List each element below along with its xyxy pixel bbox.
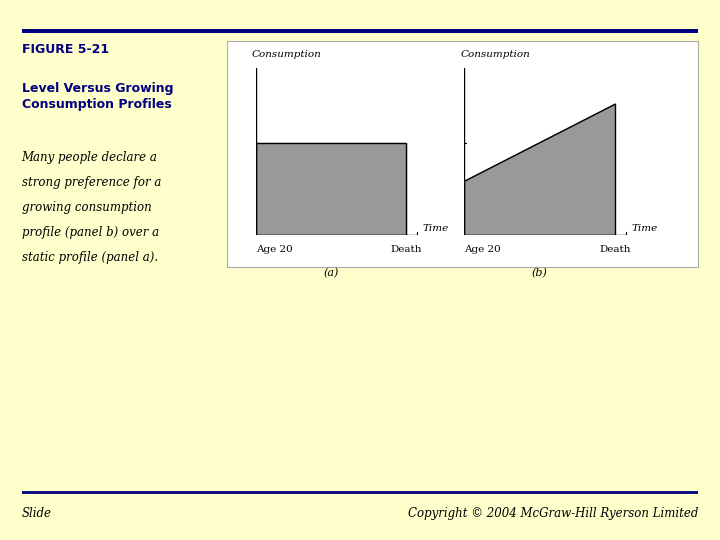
Text: Death: Death	[599, 245, 631, 254]
Text: Many people declare a: Many people declare a	[22, 151, 158, 164]
Text: static profile (panel a).: static profile (panel a).	[22, 251, 158, 264]
Polygon shape	[464, 104, 615, 235]
Text: Time: Time	[423, 224, 449, 233]
Text: Time: Time	[631, 224, 658, 233]
Text: Consumption: Consumption	[252, 50, 322, 59]
Text: Slide: Slide	[22, 507, 52, 521]
Text: Consumption: Consumption	[461, 50, 531, 59]
Text: (a): (a)	[323, 268, 338, 279]
Text: FIGURE 5-21: FIGURE 5-21	[22, 43, 109, 56]
Text: Level Versus Growing
Consumption Profiles: Level Versus Growing Consumption Profile…	[22, 82, 173, 111]
Polygon shape	[256, 143, 406, 235]
Text: Death: Death	[390, 245, 422, 254]
Text: Copyright © 2004 McGraw-Hill Ryerson Limited: Copyright © 2004 McGraw-Hill Ryerson Lim…	[408, 507, 698, 521]
FancyBboxPatch shape	[227, 40, 698, 267]
Text: strong preference for a: strong preference for a	[22, 176, 161, 189]
Text: growing consumption: growing consumption	[22, 201, 151, 214]
Text: Age 20: Age 20	[256, 245, 292, 254]
Text: Age 20: Age 20	[464, 245, 501, 254]
Text: (b): (b)	[532, 268, 548, 279]
Text: profile (panel b) over a: profile (panel b) over a	[22, 226, 158, 239]
